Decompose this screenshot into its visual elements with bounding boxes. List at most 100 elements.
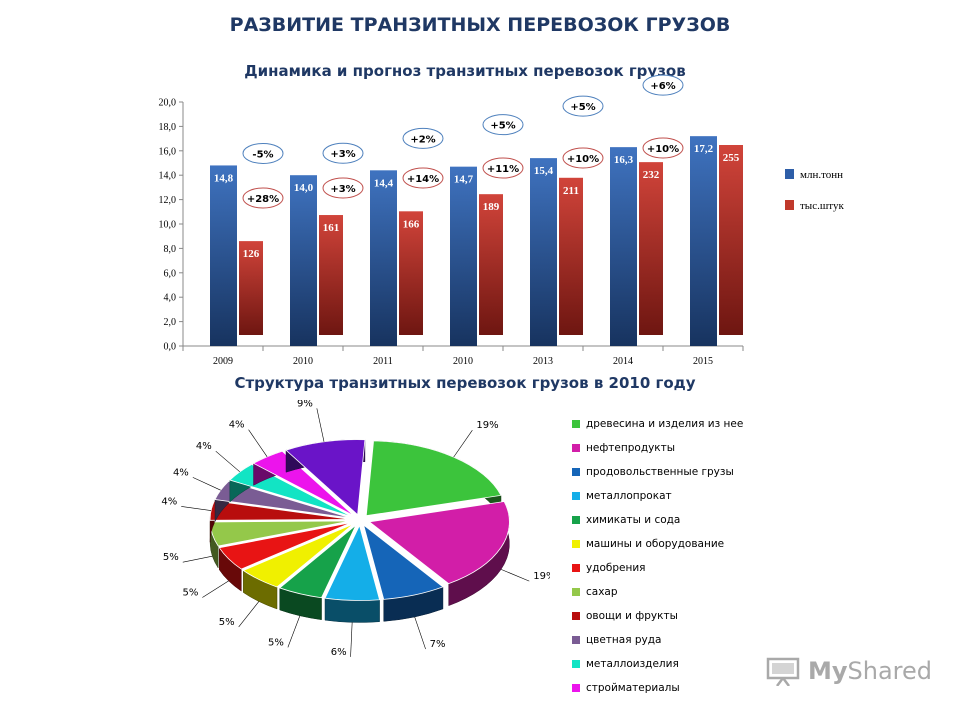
growth-label-units: +14%: [407, 174, 439, 185]
pie-legend-swatch: [572, 516, 580, 524]
pie-legend-item: цветная руда: [572, 628, 743, 652]
pie-slice: [209, 500, 351, 521]
growth-label-units: +10%: [567, 154, 599, 165]
data-label-units: 211: [563, 185, 579, 197]
growth-bubble-tonnes: [322, 142, 364, 164]
bar-tonnes: [610, 147, 637, 346]
pie-leader-line: [350, 622, 353, 657]
pie-leader-line: [192, 477, 221, 491]
pie-legend-label: продовольственные грузы: [586, 466, 734, 478]
growth-bubble-units: [322, 177, 364, 199]
pie-slice-label: 19%: [533, 571, 550, 582]
data-label-tonnes: 14,4: [374, 177, 394, 189]
legend-swatch: [785, 169, 794, 179]
pie-legend-item: удобрения: [572, 556, 743, 580]
pie-legend-item: металлопрокат: [572, 484, 743, 508]
y-tick-label: 10,0: [159, 220, 177, 231]
y-tick-label: 6,0: [164, 268, 177, 279]
data-label-units: 232: [643, 169, 660, 181]
pie-slice: [278, 524, 357, 599]
y-tick-label: 8,0: [164, 244, 177, 255]
growth-label-tonnes: +5%: [490, 121, 515, 132]
bar-tonnes: [370, 170, 397, 346]
growth-label-units: +3%: [330, 184, 355, 195]
presentation-board-icon: [766, 657, 800, 686]
data-label-tonnes: 14,7: [454, 174, 474, 186]
data-label-units: 166: [403, 218, 420, 230]
pie-slice-label: 4%: [173, 467, 189, 478]
bar-tonnes: [210, 165, 237, 346]
growth-bubble-units: [482, 157, 524, 179]
bar-chart: 0,0 2,0 4,0 6,0 8,0 10,0 12,0 14,0 16,0 18,0 20,0 2…: [159, 74, 844, 367]
pie-slice-label: 4%: [229, 420, 245, 431]
y-tick-label: 0,0: [164, 342, 177, 353]
pie-slice: [362, 524, 444, 600]
x-tick-label: 2015: [693, 356, 713, 367]
pie-legend-label: металлоизделия: [586, 658, 679, 670]
growth-bubble-tonnes: [402, 127, 444, 149]
growth-bubble-tonnes: [562, 95, 604, 117]
pie-legend-item: стройматериалы: [572, 676, 743, 700]
pie-leader-line: [453, 429, 473, 458]
y-tick-label: 2,0: [164, 317, 177, 328]
pie-leader-line: [287, 615, 301, 648]
pie-legend-label: химикаты и сода: [586, 514, 681, 526]
pie-legend-item: сахар: [572, 580, 743, 604]
growth-bubble-tonnes: [642, 74, 684, 96]
pie-slice-side: [324, 597, 380, 623]
growth-label-units: +28%: [247, 194, 279, 205]
pie-slice: [285, 439, 366, 516]
growth-bubble-units: [402, 167, 444, 189]
growth-bubble-tonnes: [482, 114, 524, 136]
data-label-units: 189: [483, 201, 500, 213]
pie-leader-line: [181, 506, 212, 511]
y-tick-label: 16,0: [159, 146, 177, 157]
pie-legend-swatch: [572, 612, 580, 620]
pie-legend-swatch: [572, 492, 580, 500]
pie-slice: [324, 524, 381, 601]
pie-legend-label: овощи и фрукты: [586, 610, 678, 622]
pie-slice-label: 4%: [196, 441, 212, 452]
pie-slice: [368, 501, 510, 585]
pie-slice-label: 9%: [297, 400, 313, 409]
growth-label-tonnes: +3%: [330, 149, 355, 160]
bar-units: [319, 215, 343, 335]
logo: MyShared: [766, 656, 932, 686]
pie-leader-line: [202, 580, 229, 598]
data-label-tonnes: 15,4: [534, 165, 554, 177]
growth-bubble-tonnes: [242, 142, 284, 164]
x-tick-label: 2011: [373, 356, 393, 367]
pie-chart-title: Структура транзитных перевозок грузов в …: [234, 374, 696, 392]
pie-leader-line: [500, 569, 530, 582]
pie-legend-swatch: [572, 444, 580, 452]
pie-legend-swatch: [572, 588, 580, 596]
pie-leader-line: [238, 601, 260, 628]
pie-legend-item: древесина и изделия из нее: [572, 412, 743, 436]
pie-legend-label: металлопрокат: [586, 490, 672, 502]
pie-legend-item: нефтепродукты: [572, 436, 743, 460]
growth-label-tonnes: +5%: [570, 102, 595, 113]
bar-tonnes: [690, 136, 717, 346]
x-tick-label: 2010: [293, 356, 313, 367]
pie-legend-label: удобрения: [586, 562, 646, 574]
growth-bubble-units: [562, 147, 604, 169]
y-tick-label: 12,0: [159, 195, 177, 206]
pie-legend-label: нефтепродукты: [586, 442, 676, 454]
y-tick-label: 20,0: [159, 98, 177, 109]
growth-label-tonnes: +2%: [410, 134, 435, 145]
pie-legend-label: цветная руда: [586, 634, 662, 646]
x-tick-label: 2013: [533, 356, 553, 367]
pie-slice-label: 5%: [268, 637, 284, 648]
pie-slice: [365, 440, 502, 517]
growth-label-tonnes: -5%: [252, 149, 273, 160]
pie-leader-line: [215, 450, 241, 473]
pie-legend-label: сахар: [586, 586, 618, 598]
pie-legend-swatch: [572, 468, 580, 476]
pie-slice: [252, 450, 355, 517]
x-tick-label: 2009: [213, 356, 233, 367]
pie-slice-label: 4%: [161, 496, 177, 507]
bar-units: [399, 211, 423, 335]
bar-units: [239, 241, 263, 335]
growth-bubble-units: [242, 187, 284, 209]
pie-legend-item: продовольственные грузы: [572, 460, 743, 484]
